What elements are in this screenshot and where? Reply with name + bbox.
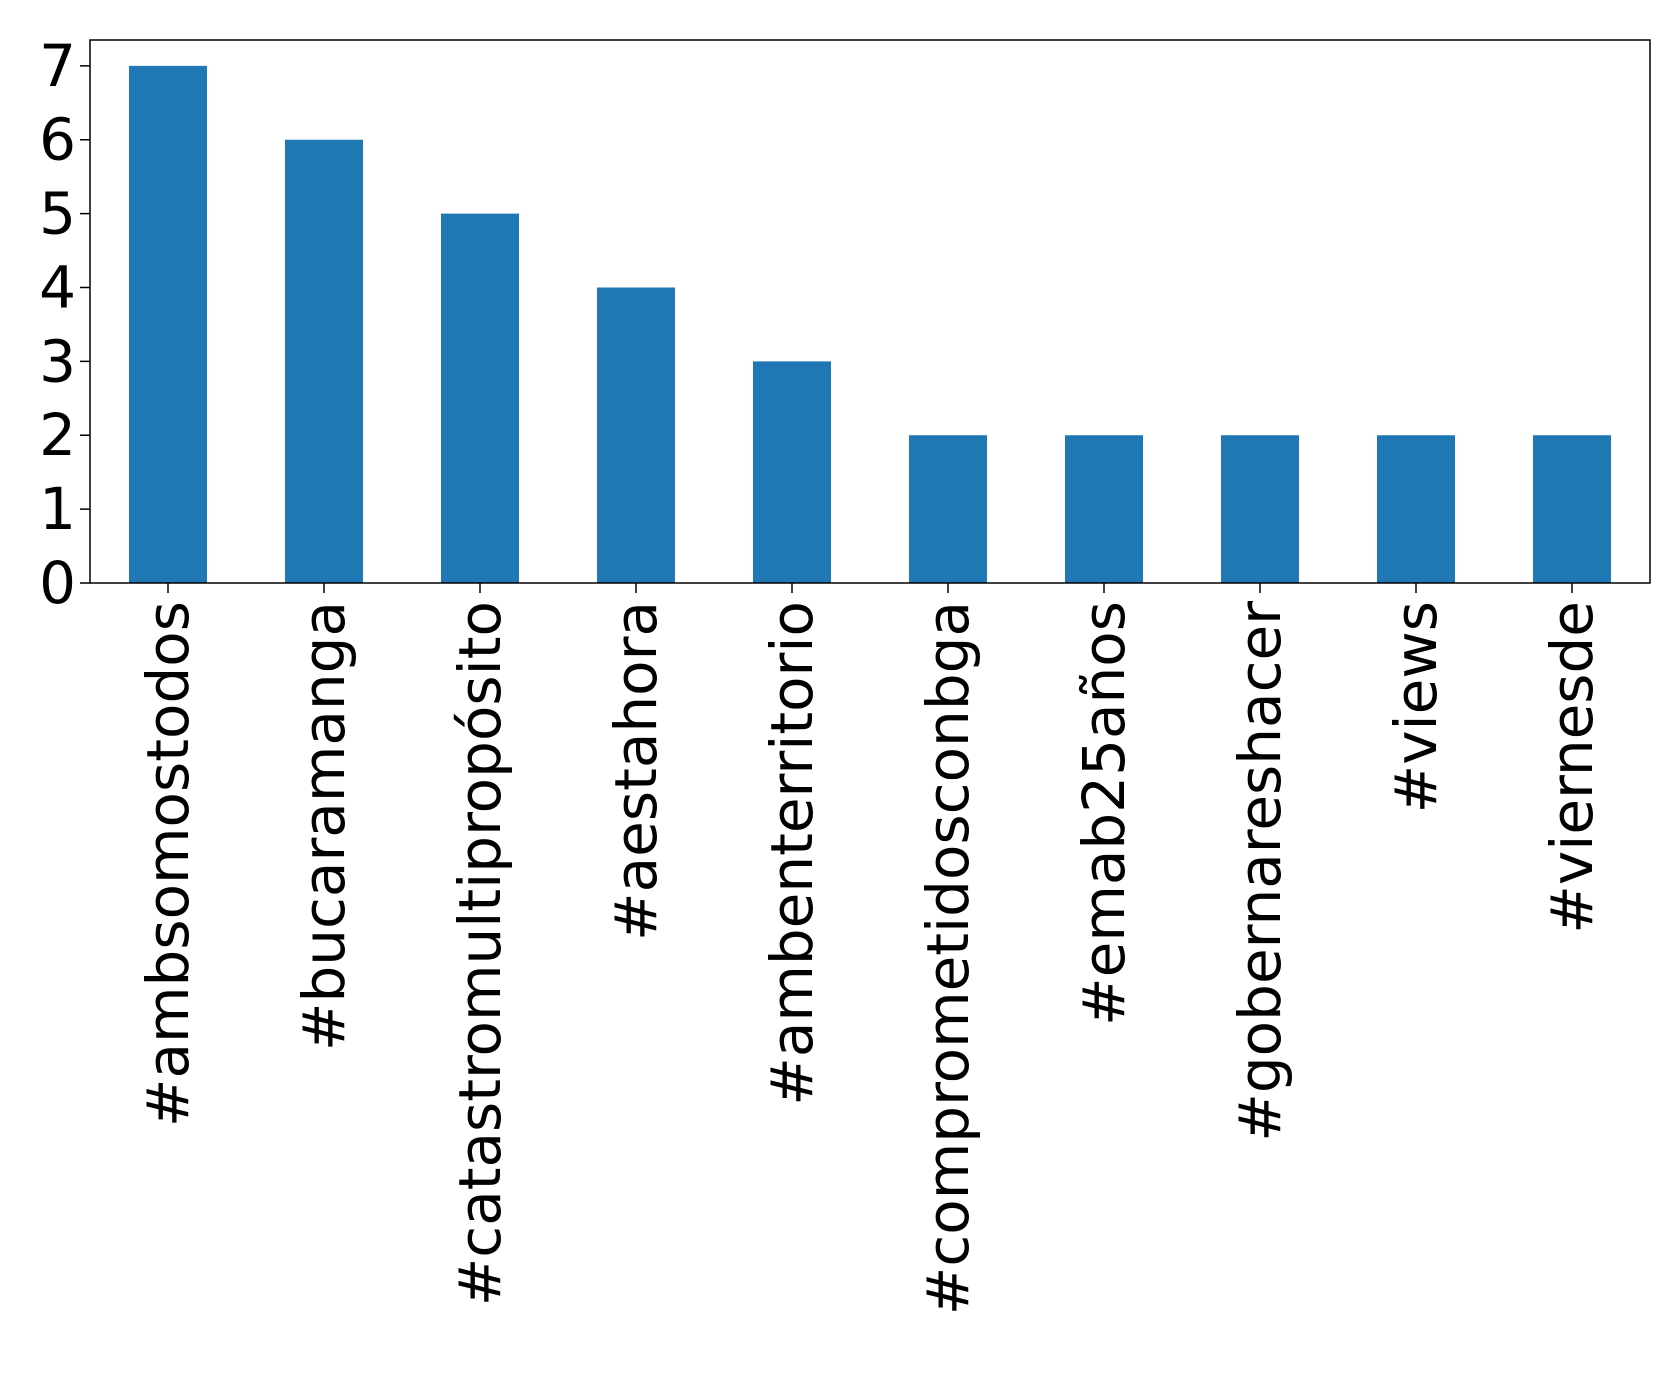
y-tick-label: 1 <box>39 475 76 543</box>
x-tick-label: #emab25años <box>1070 601 1138 1026</box>
plot-frame <box>89 39 1651 584</box>
y-tick-label: 4 <box>39 253 76 321</box>
bar-bucaramanga <box>285 139 363 584</box>
x-tick-label: #ambsomostodos <box>134 601 202 1127</box>
x-tick-label: #viernesde <box>1538 601 1606 934</box>
x-tick-label: #aestahora <box>602 601 670 941</box>
x-tick-label: #views <box>1382 601 1450 813</box>
y-tick-label: 6 <box>39 106 76 174</box>
bar-emab25aos <box>1065 435 1143 583</box>
x-tick-label: #ambenterritorio <box>758 601 826 1106</box>
bars <box>129 65 1611 584</box>
y-tick-label: 0 <box>39 549 76 617</box>
y-tick-label: 5 <box>39 180 76 248</box>
y-tick-label: 2 <box>39 401 76 469</box>
bar-comprometidosconbga <box>909 435 987 583</box>
x-tick-label: #comprometidosconbga <box>914 601 982 1315</box>
x-tick-label: #catastromultipropósito <box>446 601 514 1306</box>
bar-viernesde <box>1533 435 1611 583</box>
bar-ambsomostodos <box>129 65 207 584</box>
x-tick-label: #bucaramanga <box>290 601 358 1051</box>
x-axis: #ambsomostodos #bucaramanga #catastromulti… <box>134 583 1606 1315</box>
bar-views <box>1377 435 1455 583</box>
bar-aestahora <box>597 287 675 583</box>
y-tick-label: 3 <box>39 327 76 395</box>
bar-catastromultipropsito <box>441 213 519 583</box>
bar-ambenterritorio <box>753 361 831 583</box>
bar-gobernareshacer <box>1221 435 1299 583</box>
y-tick-label: 7 <box>39 32 76 100</box>
x-tick-label: #gobernareshacer <box>1226 601 1294 1142</box>
